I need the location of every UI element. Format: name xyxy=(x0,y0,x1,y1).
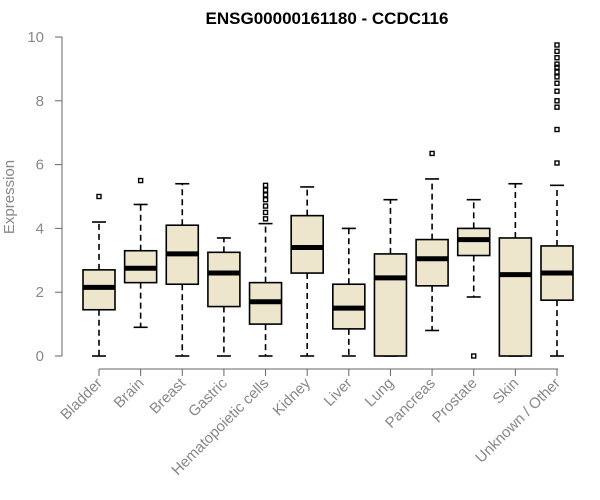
outlier-point xyxy=(554,160,560,166)
x-tick-label: Kidney xyxy=(270,374,315,419)
y-tick-label: 0 xyxy=(36,348,44,365)
outlier-point xyxy=(554,69,560,75)
chart-title: ENSG00000161180 - CCDC116 xyxy=(206,9,449,28)
outlier-point xyxy=(554,42,560,48)
outlier-point xyxy=(554,126,560,133)
boxes-group xyxy=(82,42,574,359)
box-skin xyxy=(498,182,533,357)
y-ticks: 0 2 4 6 8 10 xyxy=(27,29,62,365)
outlier-point xyxy=(262,192,269,198)
y-tick-label: 4 xyxy=(36,220,44,237)
box-prostate xyxy=(456,198,491,359)
outlier-point xyxy=(96,193,102,200)
outlier-point xyxy=(429,150,435,157)
iqr-box xyxy=(373,253,408,357)
outlier-point xyxy=(262,203,269,209)
outlier-point xyxy=(554,80,560,86)
box-bladder xyxy=(82,193,116,357)
outlier-point xyxy=(554,98,560,104)
y-tick-label: 10 xyxy=(27,29,44,46)
iqr-box xyxy=(290,214,324,274)
outlier-point xyxy=(262,196,269,203)
outlier-point xyxy=(262,209,269,216)
x-tick-label: Liver xyxy=(321,375,356,410)
box-lung xyxy=(373,198,408,357)
outlier-point xyxy=(471,353,477,359)
y-tick-label: 8 xyxy=(36,93,44,110)
box-unknown-other xyxy=(540,42,574,357)
outlier-point xyxy=(554,48,560,55)
x-tick-label: Skin xyxy=(490,375,523,408)
box-gastric xyxy=(207,237,241,357)
box-breast xyxy=(165,182,200,357)
outlier-point xyxy=(554,64,560,71)
outlier-point xyxy=(262,187,269,193)
box-kidney xyxy=(290,186,324,357)
iqr-box xyxy=(415,238,449,287)
outlier-point xyxy=(554,61,560,67)
iqr-box xyxy=(207,251,241,308)
x-tick-label: Bladder xyxy=(57,375,106,424)
box-liver xyxy=(332,227,366,357)
outlier-point xyxy=(137,177,144,184)
box-hematopoietic-cells xyxy=(248,182,283,357)
x-tick-label: Brain xyxy=(111,375,148,412)
y-tick-label: 2 xyxy=(36,284,44,301)
y-axis-label: Expression xyxy=(1,160,18,234)
x-tick-label: Breast xyxy=(146,374,189,417)
outlier-point xyxy=(262,216,269,222)
x-tick-label: Prostate xyxy=(429,375,481,427)
outlier-point xyxy=(554,55,560,61)
x-tick-label: Lung xyxy=(362,375,398,411)
box-brain xyxy=(123,177,158,329)
outlier-point xyxy=(554,88,560,94)
outlier-point xyxy=(554,104,560,110)
outlier-point xyxy=(554,74,560,80)
iqr-box xyxy=(498,237,533,357)
outlier-point xyxy=(262,182,269,189)
box-pancreas xyxy=(415,150,449,332)
y-tick-label: 6 xyxy=(36,157,44,174)
